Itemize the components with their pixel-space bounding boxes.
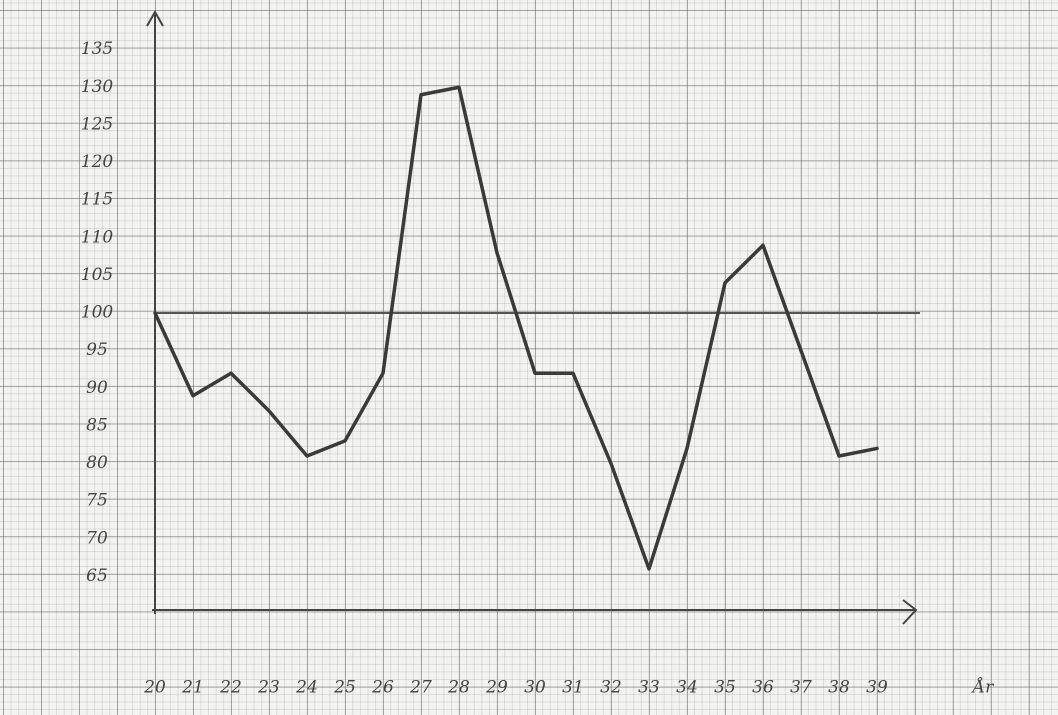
x-tick-label: 35 bbox=[714, 678, 736, 698]
y-tick-label: 130 bbox=[81, 77, 114, 97]
y-tick-label: 115 bbox=[81, 190, 113, 210]
x-tick-label: 20 bbox=[143, 678, 166, 698]
x-tick-label: 39 bbox=[866, 678, 888, 698]
x-tick-label: 27 bbox=[409, 678, 432, 698]
data-line bbox=[153, 85, 879, 571]
x-axis-arrow bbox=[902, 599, 918, 625]
x-axis-label: År bbox=[971, 677, 994, 698]
x-tick-label: 37 bbox=[790, 678, 812, 698]
x-tick-label: 32 bbox=[600, 678, 622, 698]
y-tick-label: 75 bbox=[86, 491, 108, 511]
y-tick-label: 70 bbox=[86, 528, 108, 548]
x-tick-label: 26 bbox=[371, 678, 394, 698]
x-tick-label: 21 bbox=[181, 678, 204, 698]
x-tick-label: 28 bbox=[447, 678, 470, 698]
y-tick-label: 105 bbox=[81, 265, 113, 285]
y-tick-label: 125 bbox=[81, 114, 113, 134]
x-tick-label: 38 bbox=[828, 678, 850, 698]
x-tick-label: 29 bbox=[485, 678, 508, 698]
x-tick-label: 24 bbox=[295, 678, 318, 698]
x-tick-label: 22 bbox=[219, 678, 242, 698]
y-tick-label: 110 bbox=[81, 227, 114, 247]
x-tick-label: 30 bbox=[524, 678, 546, 698]
x-tick-label: 36 bbox=[752, 678, 774, 698]
y-tick-label: 100 bbox=[81, 303, 114, 323]
y-tick-label: 65 bbox=[86, 566, 108, 586]
x-tick-label: 23 bbox=[257, 678, 280, 698]
x-tick-label: 33 bbox=[638, 678, 660, 698]
x-tick-label: 34 bbox=[676, 678, 698, 698]
y-tick-label: 80 bbox=[86, 453, 108, 473]
x-tick-label: 25 bbox=[333, 678, 356, 698]
y-tick-label: 95 bbox=[86, 340, 108, 360]
y-tick-label: 135 bbox=[81, 39, 113, 59]
y-tick-label: 85 bbox=[86, 415, 108, 435]
x-tick-label: 31 bbox=[562, 678, 584, 698]
y-tick-label: 120 bbox=[81, 152, 114, 172]
y-axis-arrow bbox=[146, 9, 164, 27]
y-tick-label: 90 bbox=[86, 378, 108, 398]
